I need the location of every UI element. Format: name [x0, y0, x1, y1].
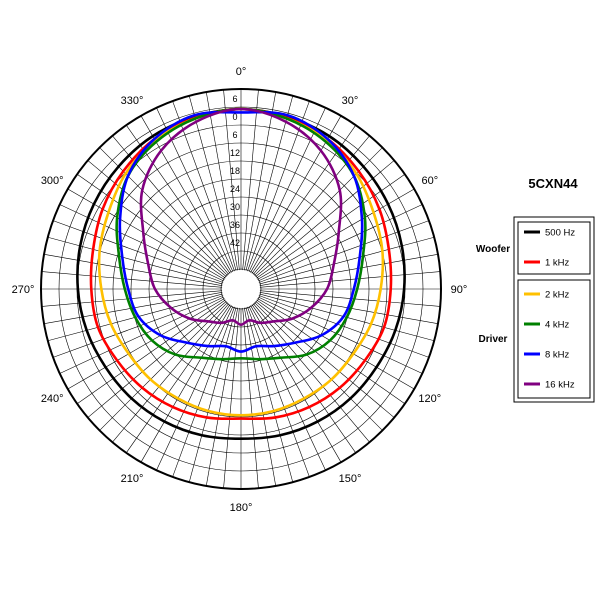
grid-spoke — [112, 303, 230, 443]
series-curve-2 — [97, 107, 385, 417]
grid-spoke — [156, 107, 234, 272]
grid-spoke — [59, 296, 224, 374]
legend-frame — [513, 216, 595, 403]
legend-group-woofer: Woofer — [476, 244, 510, 255]
grid-spoke — [223, 307, 240, 489]
legend-label: 500 Hz — [545, 228, 575, 239]
grid-spoke — [252, 303, 370, 443]
grid-spoke — [242, 89, 259, 271]
grid-spoke — [259, 253, 439, 286]
model-title: 5CXN44 — [528, 176, 578, 191]
grid-spoke — [254, 147, 383, 276]
angle-label: 30° — [342, 95, 359, 107]
grid-spoke — [245, 307, 294, 483]
series-curve-0 — [76, 107, 406, 441]
grid-spoke — [52, 295, 224, 358]
grid-spoke — [43, 253, 223, 286]
grid-spoke — [140, 305, 232, 463]
grid-spoke — [251, 304, 356, 454]
angle-label: 90° — [451, 284, 468, 296]
series-curve-4 — [118, 110, 364, 353]
angle-label: 0° — [236, 66, 247, 78]
grid-spoke — [254, 302, 383, 431]
angle-label: 150° — [339, 473, 362, 485]
radial-label: 36 — [230, 220, 240, 230]
angle-label: 180° — [230, 502, 253, 514]
legend-label: 8 kHz — [545, 350, 570, 361]
grid-spoke — [172, 306, 235, 478]
grid-spoke — [256, 299, 406, 404]
angle-label: 60° — [421, 175, 438, 187]
legend-woofer-box — [517, 221, 591, 275]
grid-spoke — [76, 299, 226, 404]
legend: Woofer Driver 500 Hz 1 kHz 2 kHz 4 kHz 8 kHz… — [476, 216, 595, 403]
grid-spoke — [248, 107, 326, 272]
grid-spoke — [47, 236, 223, 285]
grid-spoke — [67, 298, 225, 390]
grid-spoke — [258, 295, 430, 358]
legend-label: 1 kHz — [545, 258, 570, 269]
grid-spoke — [126, 304, 231, 454]
legend-label: 4 kHz — [545, 320, 570, 331]
radial-label: 24 — [230, 184, 240, 194]
grid-spoke — [99, 147, 228, 276]
grid-spoke — [242, 307, 259, 489]
grid-spoke — [245, 95, 294, 271]
grid-spoke — [258, 220, 430, 283]
series-curve-5 — [139, 107, 343, 327]
grid-spoke — [41, 271, 223, 288]
angle-label: 240° — [41, 393, 64, 405]
grid-spoke — [244, 91, 277, 271]
legend-group-driver: Driver — [479, 334, 508, 345]
grid-spoke — [205, 91, 238, 271]
grid-spoke — [259, 236, 435, 285]
grid-spoke — [205, 307, 238, 487]
radial-label: 6 — [232, 94, 237, 104]
polar-curves — [76, 107, 406, 441]
angle-label: 120° — [418, 393, 441, 405]
grid-spoke — [188, 95, 237, 271]
radial-label: 42 — [230, 238, 240, 248]
grid-spoke — [252, 135, 370, 275]
radial-label: 12 — [230, 148, 240, 158]
angle-label: 330° — [121, 95, 144, 107]
grid-spoke — [258, 296, 423, 374]
grid-spoke — [248, 306, 326, 471]
grid-spoke — [223, 89, 240, 271]
radial-label: 6 — [232, 130, 237, 140]
radial-label: 18 — [230, 166, 240, 176]
grid-spoke — [156, 306, 234, 471]
grid-spoke — [188, 307, 237, 483]
series-curve-1 — [89, 107, 393, 421]
polar-labels: 0° 30° 60° 90° 120° 150° 180° 210° 240° 270° 300° 3… — [12, 66, 468, 514]
series-curve-3 — [115, 107, 367, 361]
angle-label: 210° — [121, 473, 144, 485]
legend-label: 2 kHz — [545, 290, 570, 301]
grid-spoke — [112, 135, 230, 275]
grid-spoke — [259, 271, 441, 288]
grid-spoke — [247, 306, 310, 478]
radial-label: 0 — [232, 112, 237, 122]
radial-label: 30 — [230, 202, 240, 212]
grid-spoke — [99, 302, 228, 431]
grid-spoke — [52, 220, 224, 283]
angle-label: 300° — [41, 175, 64, 187]
legend-driver-box — [517, 279, 591, 399]
grid-spoke — [87, 160, 227, 278]
angle-label: 270° — [12, 284, 35, 296]
legend-items: 500 Hz 1 kHz 2 kHz 4 kHz 8 kHz 16 kHz — [524, 228, 575, 391]
legend-label: 16 kHz — [545, 380, 575, 391]
grid-spoke — [255, 160, 395, 278]
grid-spoke — [257, 298, 415, 390]
grid-spoke — [250, 305, 342, 463]
grid-spoke — [244, 307, 277, 487]
